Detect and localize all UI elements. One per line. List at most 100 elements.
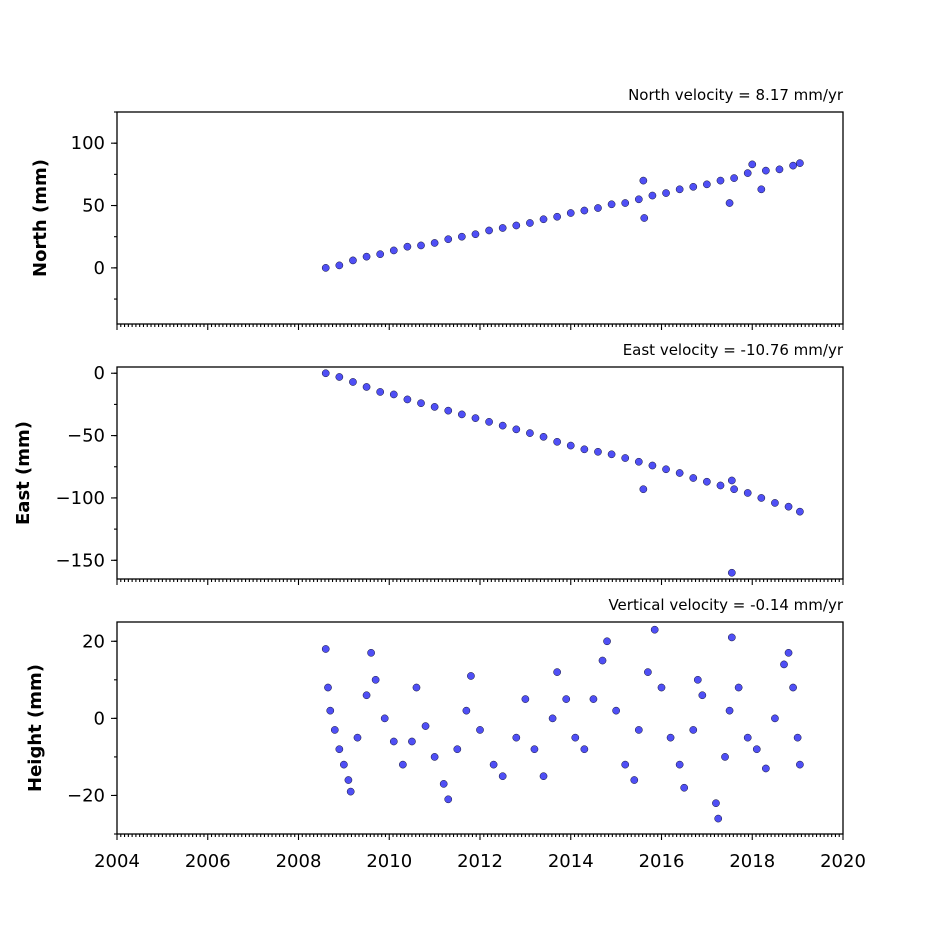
east-data-point (553, 437, 561, 446)
east-data-point (458, 410, 466, 419)
height-data-point (666, 733, 675, 742)
height-data-point (693, 675, 702, 684)
height-data-point (725, 706, 734, 715)
north-data-point (539, 215, 548, 224)
east-ticks: 0 −50 −100 −150 (56, 363, 844, 585)
height-data-point (634, 726, 643, 734)
east-points (321, 369, 804, 577)
north-data-point (335, 261, 344, 270)
height-data-point (321, 645, 330, 653)
east-data-point (376, 388, 385, 396)
height-data-point (539, 772, 548, 781)
north-data-point (796, 159, 804, 167)
vertical-velocity-title: Vertical velocity = -0.14 mm/yr (608, 596, 843, 614)
height-data-point (346, 787, 355, 796)
height-data-point (344, 776, 353, 784)
height-data-point (680, 783, 689, 792)
height-data-point (512, 733, 521, 742)
east-data-point (757, 494, 766, 502)
height-data-point (721, 753, 729, 761)
north-panel: North velocity = 8.17 mm/yr North (mm) 0… (30, 86, 844, 330)
x-tick-label: 2004 (94, 851, 140, 872)
east-data-point (498, 421, 507, 430)
east-data-point (321, 369, 330, 378)
height-data-point (489, 760, 498, 769)
height-y-axis-label: Height (mm) (25, 664, 46, 792)
east-panel: East velocity = -10.76 mm/yr East (mm) 0… (13, 341, 844, 585)
east-data-point (634, 457, 643, 466)
height-ytick-label: 0 (94, 708, 105, 729)
height-data-point (743, 733, 752, 742)
x-tick-label: 2016 (639, 851, 685, 872)
north-data-point (639, 176, 648, 185)
east-data-point (512, 425, 521, 434)
north-data-point (430, 239, 439, 247)
height-data-point (380, 714, 389, 723)
north-data-point (594, 204, 602, 212)
east-data-point (727, 568, 736, 577)
height-data-point (657, 683, 666, 692)
north-data-point (526, 219, 534, 227)
north-data-point (498, 224, 507, 232)
height-data-point (548, 714, 557, 723)
height-ticks: 20 0 −20 (67, 631, 844, 840)
north-data-point (743, 169, 752, 177)
east-ytick-label: 0 (94, 363, 105, 384)
height-ytick-label: 20 (82, 631, 105, 652)
east-data-point (580, 445, 589, 454)
height-data-point (727, 633, 736, 642)
height-data-point (571, 733, 580, 742)
north-data-point (349, 256, 357, 265)
height-data-point (714, 814, 723, 823)
north-data-point (662, 189, 670, 197)
east-y-axis-label: East (mm) (13, 421, 34, 525)
height-data-point (453, 745, 462, 754)
east-ytick-label: −50 (67, 426, 105, 447)
height-data-point (371, 675, 380, 684)
height-panel: Vertical velocity = -0.14 mm/yr Height (… (25, 596, 844, 840)
height-data-point (644, 668, 652, 676)
height-data-point (796, 760, 804, 769)
east-data-point (662, 465, 670, 474)
north-data-point (444, 235, 453, 244)
east-data-point (639, 485, 648, 494)
height-data-point (353, 733, 362, 742)
north-data-point (471, 230, 480, 239)
height-data-point (621, 760, 630, 769)
height-data-point (430, 753, 439, 761)
x-tick-label: 2008 (276, 851, 322, 872)
height-data-point (698, 691, 707, 700)
east-velocity-title: East velocity = -10.76 mm/yr (623, 341, 844, 359)
north-plot-frame (116, 111, 844, 325)
east-data-point (471, 414, 480, 422)
height-data-point (362, 691, 371, 700)
height-data-point (553, 668, 561, 676)
height-data-point (367, 648, 375, 657)
north-ytick-label: 50 (82, 196, 105, 217)
east-data-point (526, 429, 534, 437)
north-velocity-title: North velocity = 8.17 mm/yr (628, 86, 844, 104)
height-data-point (340, 760, 348, 769)
x-tick-label: 2012 (457, 851, 503, 872)
east-data-point (444, 406, 453, 415)
height-data-point (793, 733, 802, 742)
x-tick-label: 2020 (820, 851, 866, 872)
height-data-point (476, 726, 484, 734)
height-data-point (408, 737, 416, 746)
x-tick-label: 2006 (185, 851, 231, 872)
height-data-point (462, 706, 471, 715)
height-data-point (630, 776, 639, 784)
height-ytick-label: −20 (67, 785, 105, 806)
x-tick-label: 2018 (729, 851, 775, 872)
east-data-point (716, 481, 725, 490)
east-ytick-label: −100 (56, 488, 105, 509)
east-data-point (335, 373, 344, 381)
height-points (321, 625, 804, 823)
height-data-point (326, 706, 335, 715)
north-data-point (580, 206, 589, 215)
north-data-point (553, 212, 561, 221)
north-data-point (762, 166, 770, 175)
north-data-point (675, 185, 684, 194)
east-data-point (784, 502, 793, 511)
height-data-point (521, 695, 530, 703)
